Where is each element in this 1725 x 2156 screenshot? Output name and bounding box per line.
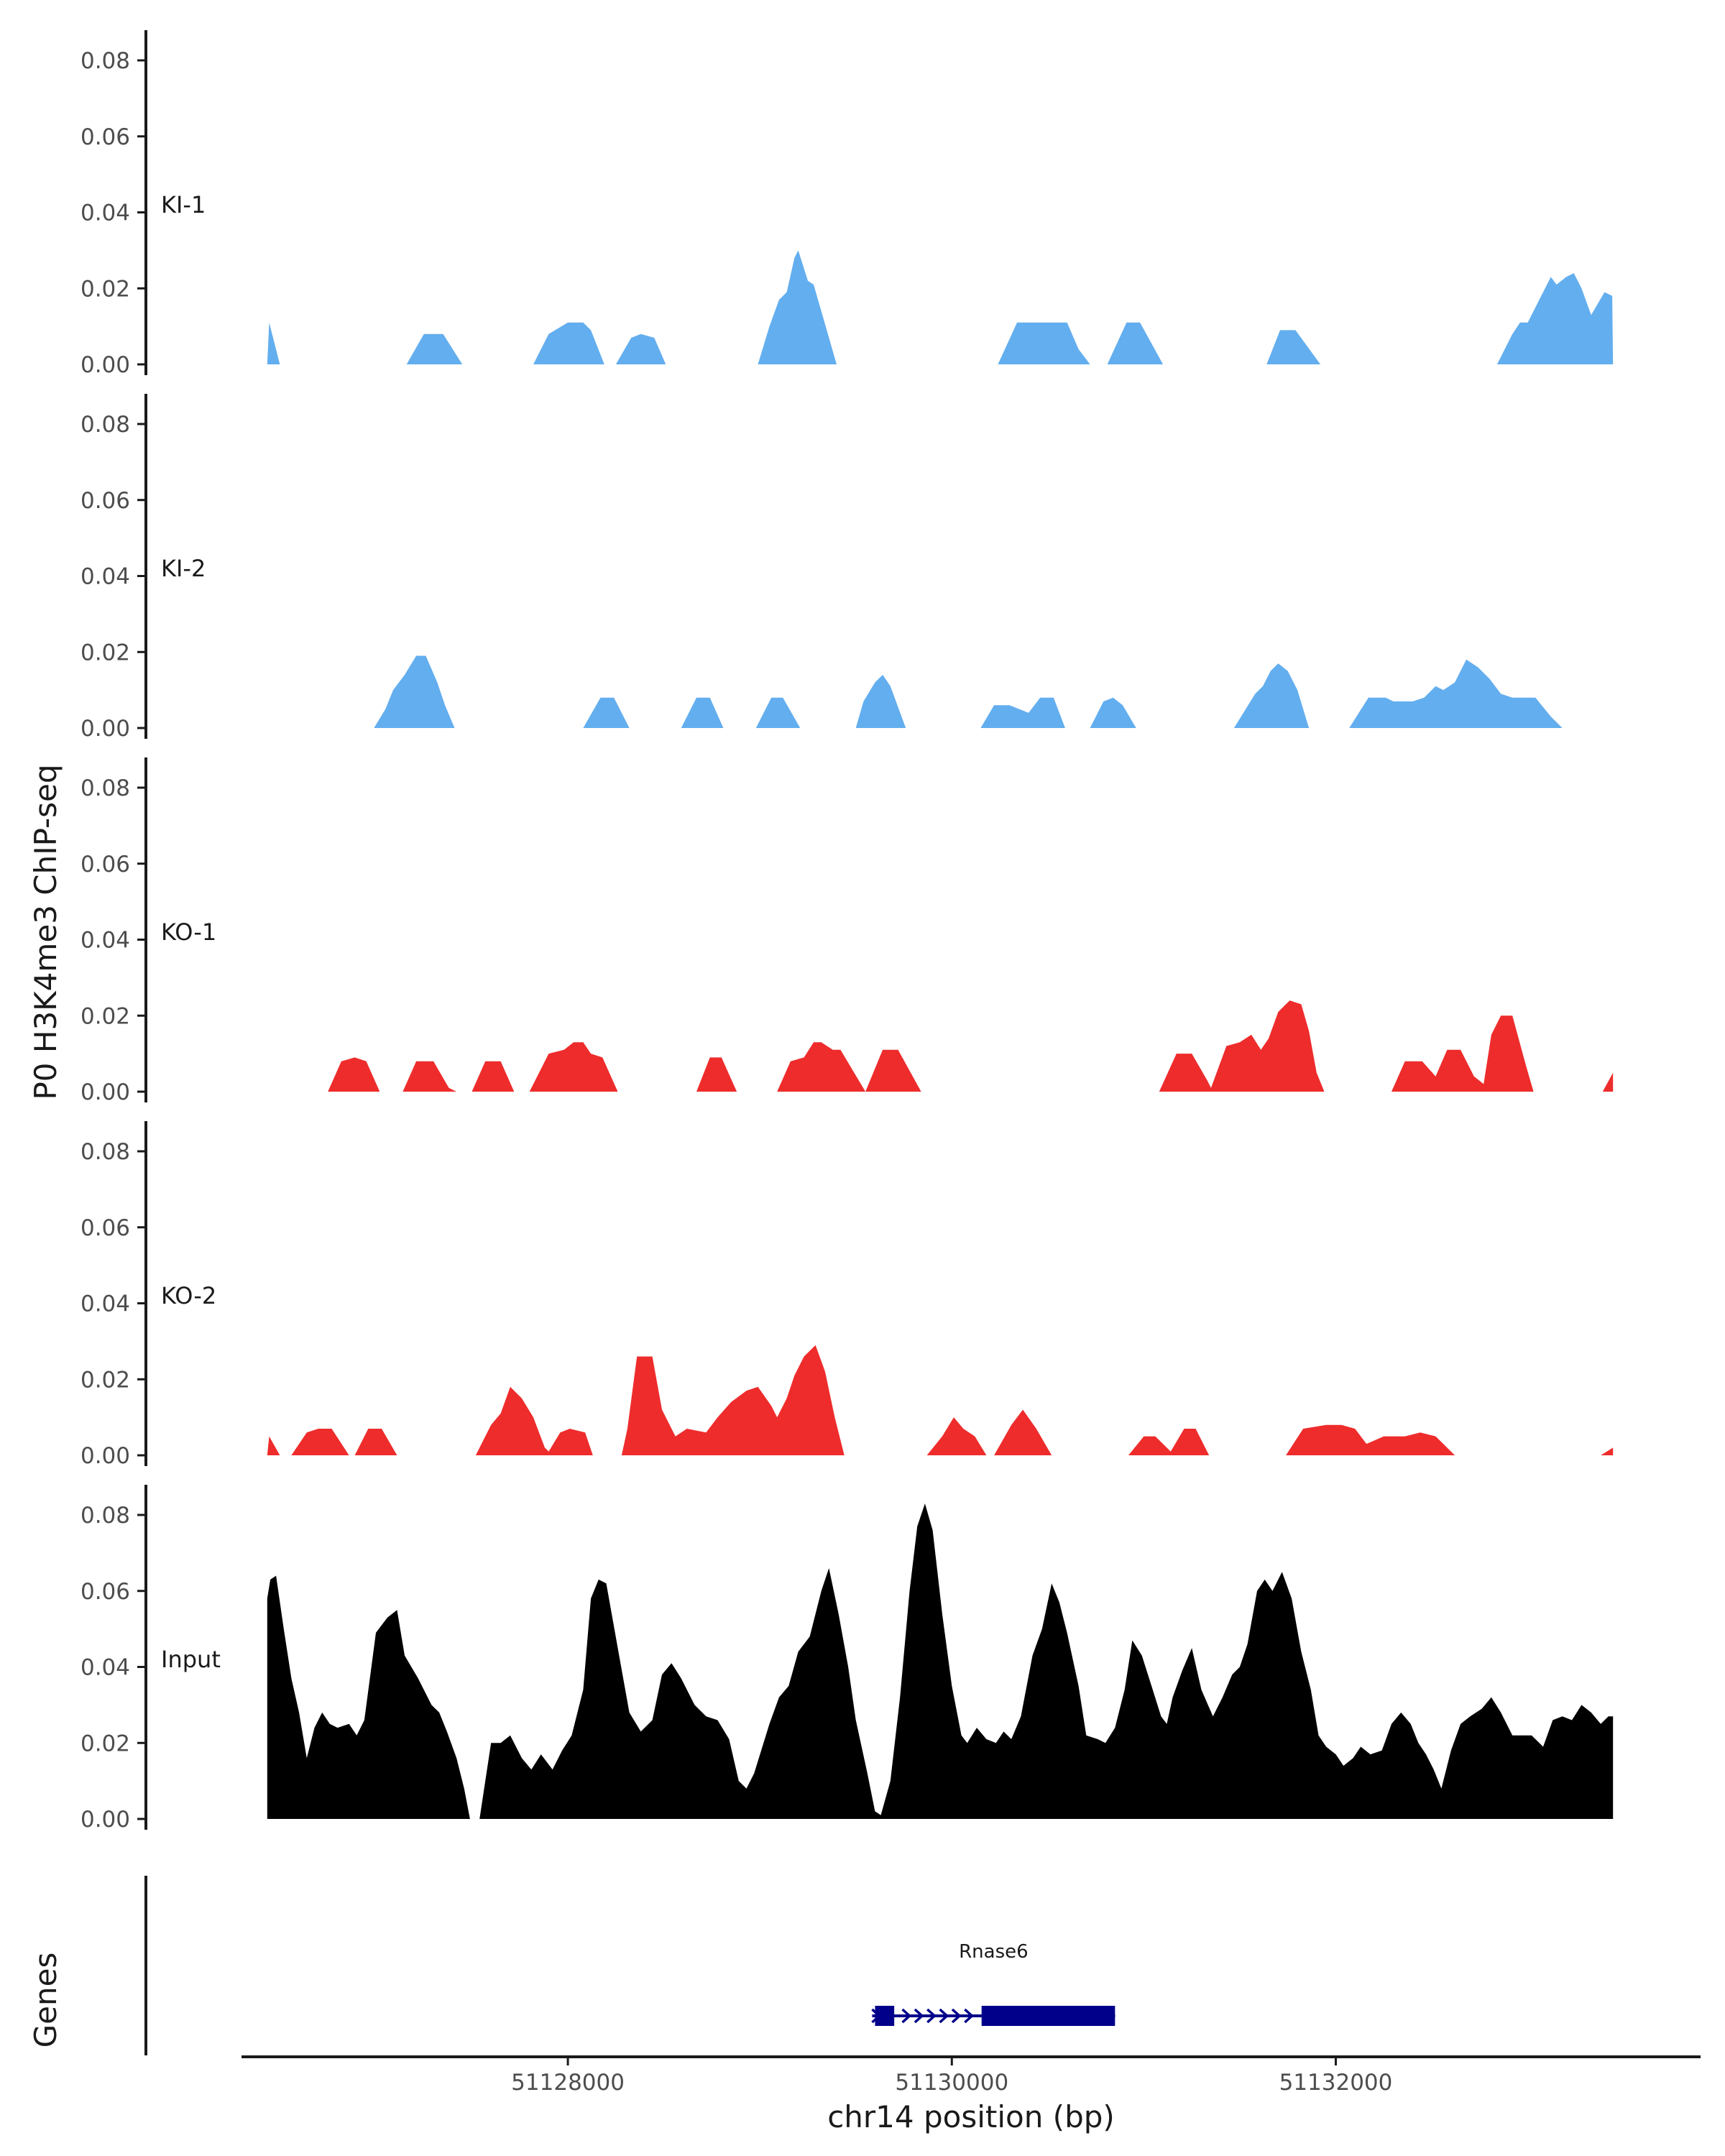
strand-arrow	[964, 2008, 974, 2024]
track-panel-ko-1: 0.00 0.02 0.04 0.06 0.08 KO-1	[80, 757, 1614, 1105]
y-tick-label: 0.02	[80, 276, 130, 302]
genes-panel: Genes Rnase6	[28, 1876, 1116, 2055]
track-label: KO-2	[161, 1282, 216, 1309]
y-tick-label: 0.00	[80, 1807, 130, 1833]
y-tick-label: 0.06	[80, 1579, 130, 1605]
track-label: KI-2	[161, 555, 206, 582]
y-tick-label: 0.00	[80, 716, 130, 742]
x-tick-label: 51132000	[1279, 2070, 1393, 2096]
y-tick-label: 0.08	[80, 1503, 130, 1529]
y-axis-title: P0 H3K4me3 ChIP-seq	[28, 764, 63, 1100]
x-tick-label: 51128000	[511, 2070, 625, 2096]
gene-rnase6: Rnase6	[871, 1941, 1116, 2026]
y-tick-label: 0.04	[80, 201, 130, 226]
signal-area	[328, 1000, 1614, 1092]
gene-exon	[875, 2006, 895, 2026]
y-tick-label: 0.08	[80, 775, 130, 801]
track-label: KO-1	[161, 918, 216, 946]
track-panel-input: 0.00 0.02 0.04 0.06 0.08 Input	[80, 1485, 1614, 1833]
genes-axis-title: Genes	[28, 1953, 63, 2048]
track-label: Input	[161, 1646, 221, 1673]
signal-area	[267, 1503, 1614, 1819]
signal-area	[267, 1345, 1614, 1455]
signal-tracks: 0.00 0.02 0.04 0.06 0.08 KI-1 0.00 0.02 0.04 0.06…	[80, 30, 1614, 1833]
y-tick-label: 0.00	[80, 1443, 130, 1469]
y-tick-label: 0.08	[80, 412, 130, 438]
y-tick-label: 0.02	[80, 1003, 130, 1029]
gene-name-label: Rnase6	[959, 1941, 1029, 1963]
y-tick-label: 0.06	[80, 852, 130, 877]
track-label: KI-1	[161, 191, 206, 218]
y-tick-label: 0.02	[80, 1367, 130, 1393]
y-tick-label: 0.06	[80, 488, 130, 514]
x-tick-label: 51130000	[895, 2070, 1008, 2096]
y-tick-label: 0.06	[80, 124, 130, 150]
x-axis: chr14 position (bp) 51128000 51130000 5113…	[242, 2055, 1701, 2134]
y-tick-label: 0.04	[80, 1291, 130, 1317]
y-tick-label: 0.04	[80, 928, 130, 954]
y-tick-label: 0.00	[80, 1079, 130, 1105]
y-tick-label: 0.08	[80, 48, 130, 74]
y-tick-label: 0.06	[80, 1215, 130, 1241]
y-tick-label: 0.02	[80, 640, 130, 665]
strand-arrow	[914, 2008, 924, 2024]
y-tick-label: 0.00	[80, 352, 130, 378]
signal-area	[267, 250, 1614, 364]
track-panel-ko-2: 0.00 0.02 0.04 0.06 0.08 KO-2	[80, 1121, 1614, 1469]
track-panel-ki-2: 0.00 0.02 0.04 0.06 0.08 KI-2	[80, 394, 1563, 742]
x-axis-title: chr14 position (bp)	[827, 2099, 1115, 2134]
y-tick-label: 0.04	[80, 564, 130, 590]
signal-area	[374, 655, 1563, 728]
y-tick-label: 0.04	[80, 1655, 130, 1681]
track-panel-ki-1: 0.00 0.02 0.04 0.06 0.08 KI-1	[80, 30, 1614, 378]
y-tick-label: 0.08	[80, 1139, 130, 1165]
strand-arrow	[901, 2008, 912, 2024]
gene-exon	[981, 2006, 1116, 2026]
strand-arrow	[926, 2008, 937, 2024]
strand-arrow	[939, 2008, 949, 2024]
strand-arrow	[951, 2008, 962, 2024]
y-tick-label: 0.02	[80, 1731, 130, 1756]
